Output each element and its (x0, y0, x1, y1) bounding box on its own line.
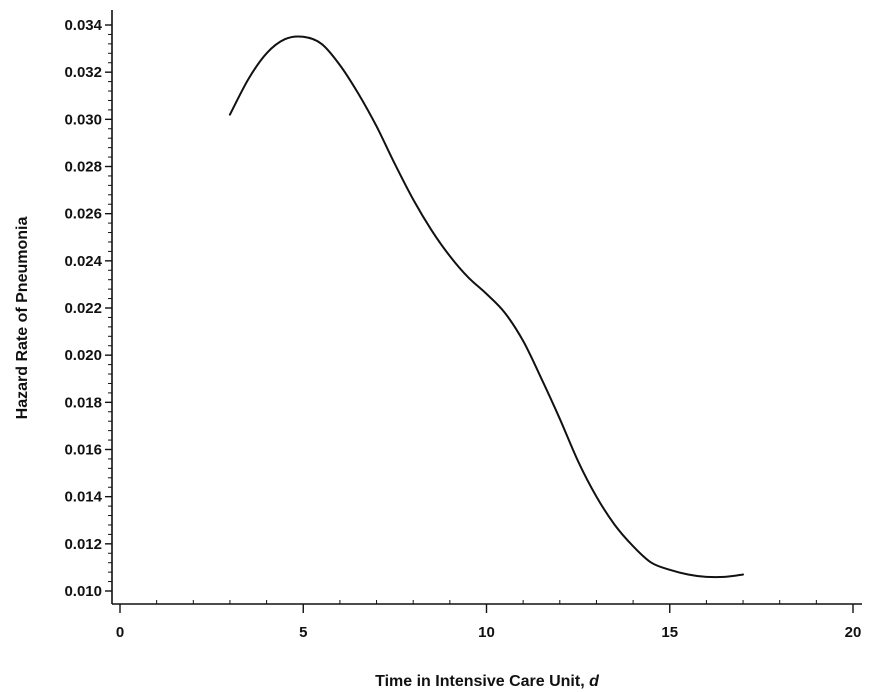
x-tick-label: 20 (845, 624, 862, 641)
y-tick-label: 0.030 (64, 111, 102, 128)
y-tick-label: 0.016 (64, 442, 102, 459)
x-tick-label: 10 (478, 624, 495, 641)
x-tick-label: 5 (299, 624, 307, 641)
y-tick-label: 0.020 (64, 347, 102, 364)
x-axis: 0 5 10 15 20 (112, 600, 862, 641)
series-group (228, 35, 744, 579)
y-axis-title: Hazard Rate of Pneumonia (14, 217, 31, 420)
y-axis: 0.010 0.012 0.014 0.016 0.018 0.020 0.022 0.024… (64, 10, 113, 604)
x-tick-label: 15 (661, 624, 678, 641)
y-tick-label: 0.024 (64, 253, 102, 270)
y-tick-label: 0.012 (64, 536, 102, 553)
y-tick-label: 0.010 (64, 583, 102, 600)
y-tick-label: 0.022 (64, 300, 102, 317)
y-tick-label: 0.026 (64, 206, 102, 223)
y-tick-label: 0.032 (64, 64, 102, 81)
y-tick-label: 0.034 (64, 17, 102, 34)
x-axis-title-unit: d (589, 673, 600, 690)
x-axis-title-text: Time in Intensive Care Unit, (375, 673, 589, 690)
y-tick-label: 0.018 (64, 394, 102, 411)
x-axis-title: Time in Intensive Care Unit, d (375, 673, 600, 690)
y-tick-label: 0.014 (64, 489, 102, 506)
hazard-rate-curve (228, 35, 744, 579)
y-tick-label: 0.028 (64, 159, 102, 176)
x-tick-label: 0 (116, 624, 124, 641)
